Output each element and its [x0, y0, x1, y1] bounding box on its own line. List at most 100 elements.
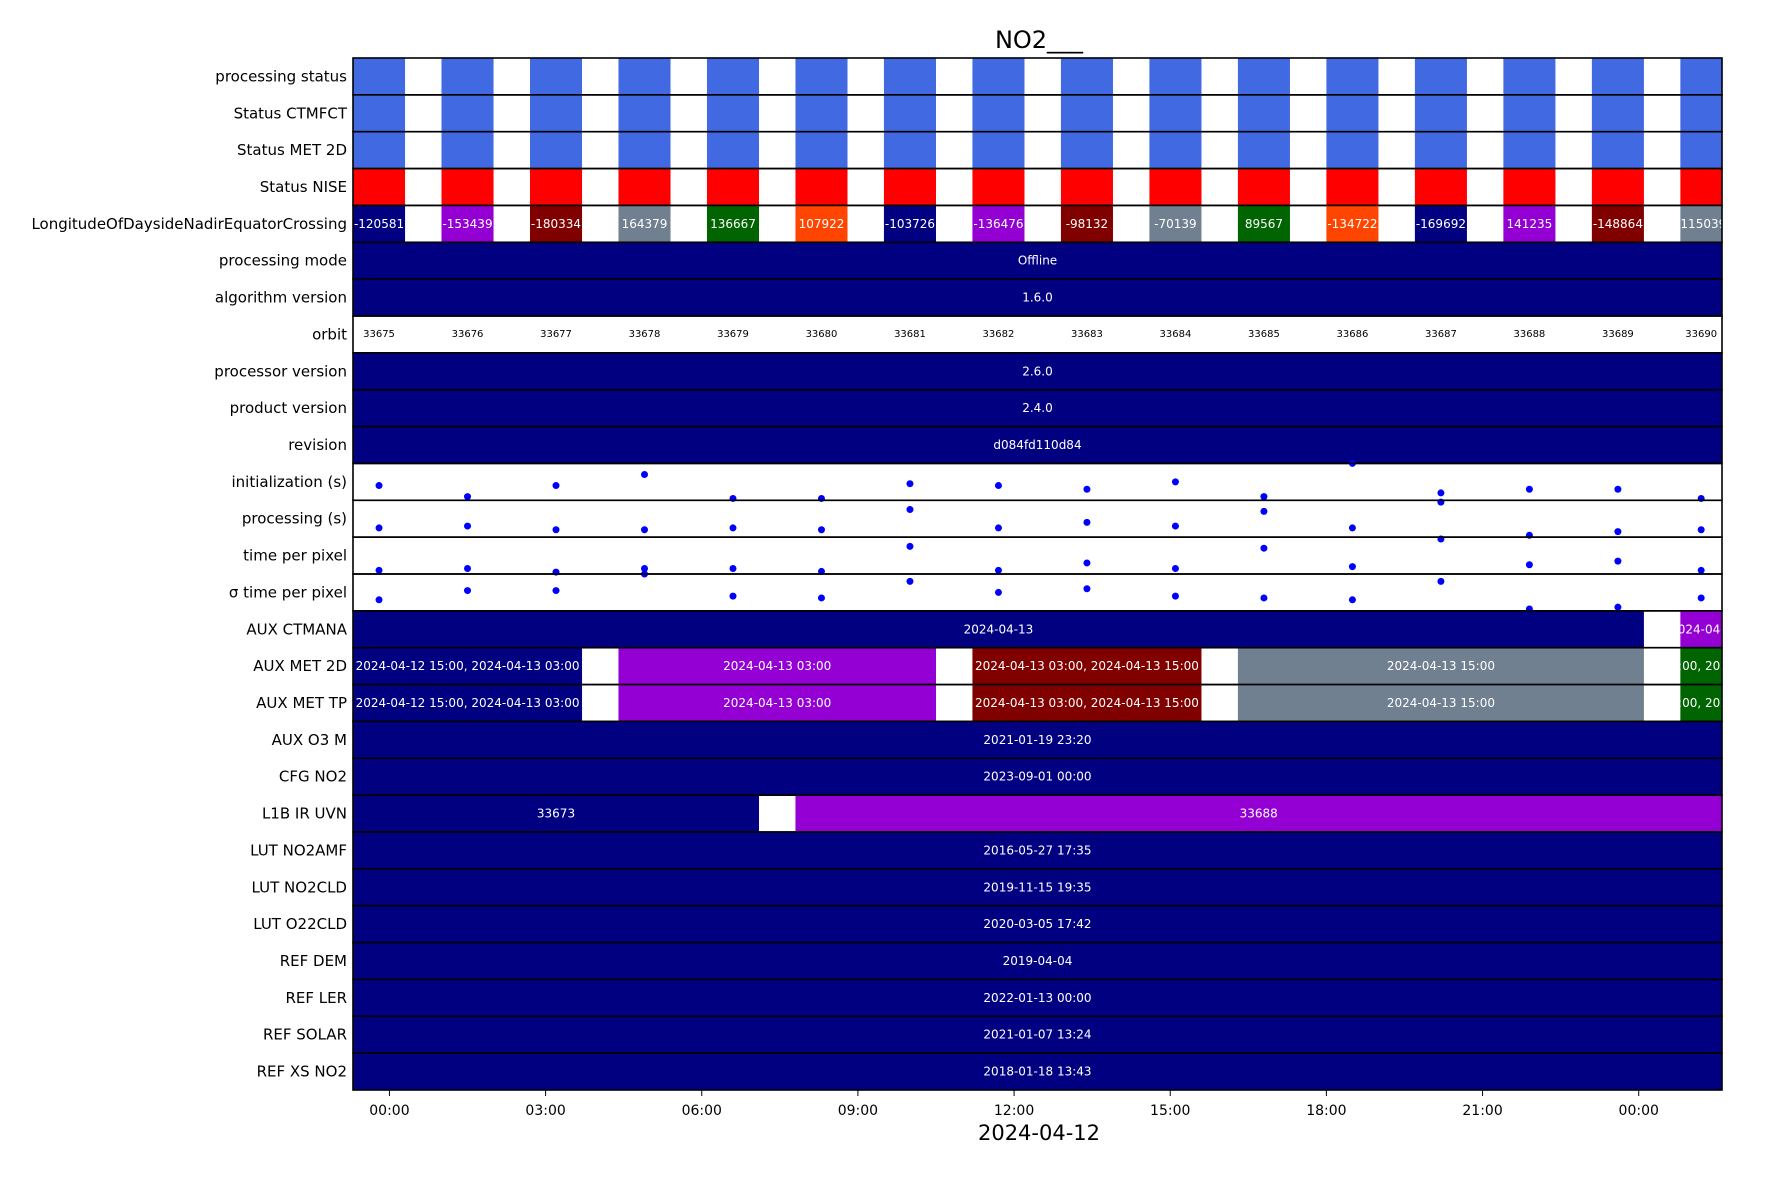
row-product-version: product version 2.4.0 [230, 388, 1723, 428]
orbit-number: 33676 [452, 329, 484, 340]
data-point [906, 542, 914, 550]
segment-label: 2024-04-13 15:00, 2024-04-14 03:00 [1589, 696, 1771, 710]
value-segment [353, 1016, 1722, 1054]
longitude-value: 107922 [799, 217, 845, 231]
data-point [994, 588, 1002, 596]
orbit-block [1591, 168, 1644, 206]
segment-label: 2024-04-13 03:00, 2024-04-13 15:00 [975, 659, 1199, 673]
value-segment [1680, 610, 1722, 648]
orbit-block [706, 205, 760, 243]
value-segment [618, 647, 936, 685]
row-initialization-s-: initialization (s) [231, 459, 1723, 502]
orbit-number: 33681 [894, 329, 926, 340]
data-point [906, 480, 914, 488]
data-point [729, 524, 737, 532]
orbit-block [1326, 205, 1379, 243]
segment-label: 2024-04-13 03:00 [723, 659, 831, 673]
segment-label: 2016-05-27 17:35 [983, 843, 1091, 857]
longitude-value: -148864 [1593, 217, 1643, 231]
value-segment [353, 352, 1722, 390]
data-point [1525, 485, 1533, 493]
orbit-block [972, 168, 1025, 206]
row-label: σ time per pixel [229, 583, 347, 601]
data-point [375, 596, 383, 604]
segment-label: 2024-04-13 15:00 [1387, 696, 1495, 710]
orbit-block [1060, 131, 1113, 169]
data-point [1437, 489, 1445, 497]
value-segment [353, 1053, 1722, 1090]
longitude-value: 141235 [1506, 217, 1552, 231]
orbit-block [529, 58, 583, 95]
orbit-block [618, 205, 671, 243]
orbit-block [441, 94, 494, 132]
row-label: product version [230, 399, 347, 417]
orbit-block [706, 58, 760, 95]
data-point [1348, 524, 1356, 532]
orbit-block [1414, 131, 1467, 169]
orbit-block [1414, 168, 1467, 206]
row-processor-version: processor version 2.6.0 [214, 352, 1723, 391]
row-label: LUT NO2CLD [252, 878, 347, 896]
orbit-number: 33688 [1513, 329, 1545, 340]
orbit-block [1237, 131, 1290, 169]
value-segment [353, 426, 1722, 464]
longitude-value: 136667 [710, 217, 756, 231]
orbit-block [706, 168, 760, 206]
data-point [1083, 585, 1091, 593]
longitude-value: -134722 [1327, 217, 1377, 231]
data-point [1083, 485, 1091, 493]
orbit-block [529, 205, 583, 243]
data-point [464, 493, 472, 501]
x-tick-label: 06:00 [682, 1103, 722, 1119]
data-point [1437, 577, 1445, 585]
data-point [1083, 518, 1091, 526]
data-point [552, 587, 560, 595]
row-label: LUT O22CLD [253, 915, 347, 933]
row-label: AUX MET TP [256, 694, 347, 712]
orbit-block [883, 131, 936, 169]
orbit-block [706, 94, 760, 132]
orbit-block [441, 58, 494, 95]
data-point [552, 526, 560, 534]
data-point [729, 564, 737, 572]
row-time-per-pixel: time per pixel [243, 535, 1723, 576]
value-segment [353, 242, 1722, 280]
orbit-block [1503, 94, 1556, 132]
orbit-block [441, 205, 494, 243]
orbit-block [883, 94, 936, 132]
orbit-block [618, 168, 671, 206]
x-tick-label: 00:00 [1619, 1103, 1659, 1119]
row-processing-s-: processing (s) [242, 498, 1723, 539]
orbit-block [529, 94, 583, 132]
row-label: Status CTMFCT [234, 104, 348, 122]
data-point [994, 482, 1002, 490]
data-point [1614, 557, 1622, 565]
segment-label: 2024-04-12 15:00, 2024-04-13 03:00 [356, 696, 580, 710]
orbit-block [618, 131, 671, 169]
row-frame [352, 1052, 1723, 1091]
longitude-value: -98132 [1066, 217, 1109, 231]
orbit-block [353, 205, 406, 243]
orbit-block [1591, 58, 1644, 95]
value-segment [353, 832, 1722, 869]
orbit-block [883, 205, 936, 243]
x-tick-label: 03:00 [525, 1103, 565, 1119]
segment-label: 2024-04-12 15:00, 2024-04-13 03:00 [356, 659, 580, 673]
value-segment [353, 979, 1722, 1017]
orbit-number: 33689 [1602, 329, 1634, 340]
row-processing-status: processing status [215, 57, 1723, 96]
value-segment [353, 942, 1722, 980]
segment-label: 33673 [537, 807, 575, 821]
orbit-block [441, 131, 494, 169]
orbit-block [795, 131, 848, 169]
row-status-ctmfct: Status CTMFCT [234, 94, 1723, 133]
data-point [640, 526, 648, 534]
segment-label: Offline [1018, 254, 1057, 268]
segment-label: 2024-04-13 03:00 [723, 696, 831, 710]
value-segment [353, 684, 583, 722]
row-ref-xs-no2: REF XS NO2 2018-01-18 13:43 [257, 1052, 1723, 1091]
data-point [1260, 594, 1268, 602]
data-point [1260, 493, 1268, 501]
data-point [1697, 594, 1705, 602]
segment-label: 2021-01-19 23:20 [983, 733, 1091, 747]
